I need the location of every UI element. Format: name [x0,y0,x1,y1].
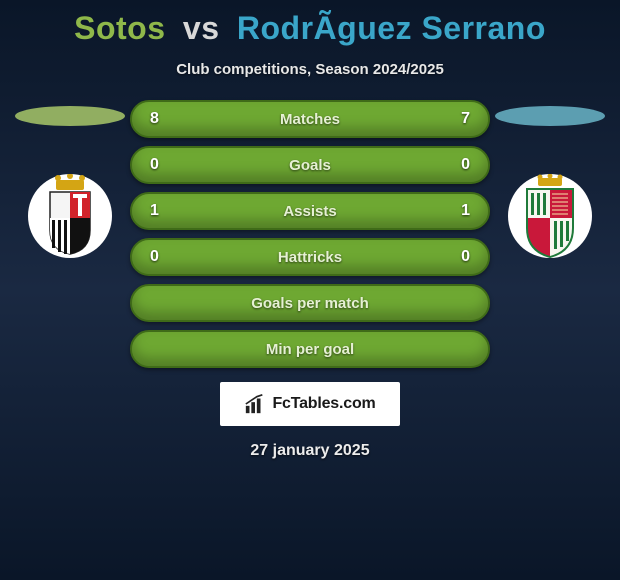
stats-column: 8 Matches 7 0 Goals 0 1 Assists 1 0 Hatt… [130,100,490,368]
left-shadow-oval [15,106,125,126]
stat-row-goals: 0 Goals 0 [130,146,490,184]
stat-row-matches: 8 Matches 7 [130,100,490,138]
page-title: Sotos vs RodrÃ­guez Serrano [74,10,546,47]
stat-label: Matches [280,111,340,128]
stat-label: Min per goal [266,341,354,358]
club-badge-right [508,174,592,258]
date-line: 27 january 2025 [250,442,369,460]
stat-a-value: 0 [150,248,170,266]
stat-a-value: 8 [150,110,170,128]
subtitle: Club competitions, Season 2024/2025 [176,61,444,78]
stat-b-value: 0 [450,156,470,174]
club-badge-left [28,174,112,258]
comparison-widget: Sotos vs RodrÃ­guez Serrano Club competi… [0,0,620,460]
stat-b-value: 7 [450,110,470,128]
stat-label: Hattricks [278,249,342,266]
stat-row-min-per-goal: Min per goal [130,330,490,368]
right-shadow-oval [495,106,605,126]
vs-separator: vs [183,10,220,46]
stat-row-hattricks: 0 Hattricks 0 [130,238,490,276]
player-a-name: Sotos [74,10,165,46]
club-b-crest-icon [508,174,592,258]
stat-label: Goals per match [251,295,369,312]
stat-row-assists: 1 Assists 1 [130,192,490,230]
brand-chart-icon [244,393,266,415]
club-a-crest-icon [28,174,112,258]
left-badge-column [10,100,130,258]
brand-link[interactable]: FcTables.com [220,382,400,426]
brand-text: FcTables.com [272,395,375,413]
stat-b-value: 0 [450,248,470,266]
stat-b-value: 1 [450,202,470,220]
right-badge-column [490,100,610,258]
main-row: 8 Matches 7 0 Goals 0 1 Assists 1 0 Hatt… [0,100,620,368]
stat-label: Goals [289,157,331,174]
stat-a-value: 1 [150,202,170,220]
stat-label: Assists [283,203,336,220]
player-b-name: RodrÃ­guez Serrano [237,10,546,46]
stat-row-goals-per-match: Goals per match [130,284,490,322]
stat-a-value: 0 [150,156,170,174]
